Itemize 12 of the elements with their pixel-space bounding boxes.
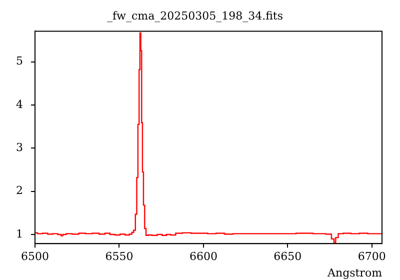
y-tick-label: 2 (16, 184, 23, 198)
x-tick-label: 6550 (105, 250, 134, 264)
x-tick-label: 6700 (358, 250, 386, 264)
x-tick-label: 6600 (189, 250, 218, 264)
x-tick-label: 6650 (274, 250, 302, 264)
y-tick-label: 4 (16, 98, 23, 111)
y-tick-label: 1 (16, 227, 23, 240)
y-tick-label: 3 (16, 141, 23, 154)
y-tick-label: 5 (16, 54, 23, 68)
x-tick-label: 6500 (21, 250, 49, 264)
chart-title: _fw_cma_20250305_198_34.fits (106, 9, 284, 22)
x-axis-title: Angstrom (326, 266, 383, 280)
